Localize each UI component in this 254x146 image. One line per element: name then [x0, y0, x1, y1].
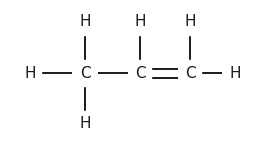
Text: H: H [79, 117, 90, 132]
Text: H: H [184, 14, 195, 29]
Text: H: H [24, 66, 36, 80]
Text: H: H [228, 66, 240, 80]
Text: H: H [134, 14, 145, 29]
Text: H: H [79, 14, 90, 29]
Text: C: C [134, 66, 145, 80]
Text: C: C [80, 66, 90, 80]
Text: C: C [184, 66, 195, 80]
